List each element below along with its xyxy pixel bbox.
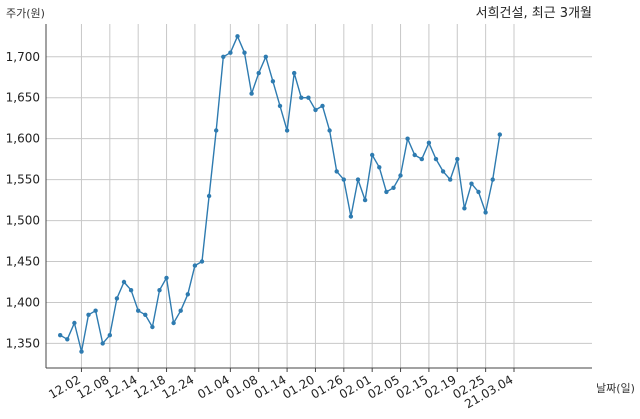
data-point [86,312,91,317]
data-point [150,324,155,330]
data-point [490,177,495,182]
axis-lines [45,24,592,372]
y-tick-label: 1,650 [6,91,40,105]
data-point [306,95,311,100]
data-point [79,349,84,354]
y-tick-label: 1,350 [6,336,40,350]
data-point [65,337,70,342]
data-point [448,177,453,182]
x-tick-label: 12.24 [160,372,197,401]
y-tick-label: 1,550 [6,173,40,187]
data-point [469,181,474,186]
data-point [235,34,240,39]
data-point [341,177,346,182]
data-point [206,193,212,199]
data-point [391,185,396,190]
data-point [192,263,198,268]
data-point [143,312,148,317]
y-tick-label: 1,500 [6,214,40,228]
grid-lines [46,24,592,368]
data-point [362,197,368,203]
data-point [370,152,375,158]
data-point [476,189,481,195]
data-point [284,128,290,133]
data-point [107,333,113,338]
data-point [462,206,467,211]
chart-title: 서희건설, 최근 3개월 [476,6,592,21]
data-point [242,50,247,55]
data-point [221,54,226,59]
data-point [355,177,361,182]
data-point [100,341,105,346]
y-axis-label: 주가(원) [6,7,45,20]
price-line [59,35,501,353]
data-point [405,136,410,141]
data-point [249,91,254,96]
data-point [171,320,176,326]
series-line [59,35,501,353]
x-tick-labels: 12.0212.0812.1412.1812.2401.0401.0801.14… [46,372,515,411]
data-point [426,140,432,145]
data-point [455,156,460,162]
data-point [412,152,417,158]
data-point [270,79,276,84]
y-tick-label: 1,600 [6,132,40,146]
data-point [199,259,205,264]
data-point [128,288,134,293]
data-point [320,103,325,109]
data-point [398,173,403,178]
data-point [327,128,332,133]
data-point [313,107,318,113]
data-point [348,214,354,219]
data-point [334,169,339,174]
data-point [440,169,446,174]
data-point [93,308,98,313]
data-point [228,50,233,55]
data-point [292,70,297,76]
data-point [377,165,382,170]
data-point [256,70,261,76]
data-point [263,54,268,59]
data-point [178,308,183,313]
x-axis-label: 날짜(일) [596,381,635,395]
y-tick-labels: 1,350 1,400 1,450 1,500 1,550 1,600 1,650 1,700 [6,50,40,351]
data-point [121,279,127,285]
data-point [384,189,389,195]
data-point [72,320,77,326]
data-point [136,308,141,313]
data-point [433,156,439,162]
y-tick-label: 1,400 [6,295,40,309]
y-tick-label: 1,700 [6,50,40,64]
data-point [483,210,488,215]
data-point [419,156,424,162]
data-point [214,128,219,133]
data-point [164,275,169,281]
y-tick-label: 1,450 [6,255,40,269]
data-point [497,132,502,137]
data-point [277,103,283,109]
data-points [58,34,502,354]
data-point [58,333,63,338]
data-point [157,288,162,293]
data-point [114,296,120,301]
data-point [185,292,190,297]
data-point [299,95,304,100]
